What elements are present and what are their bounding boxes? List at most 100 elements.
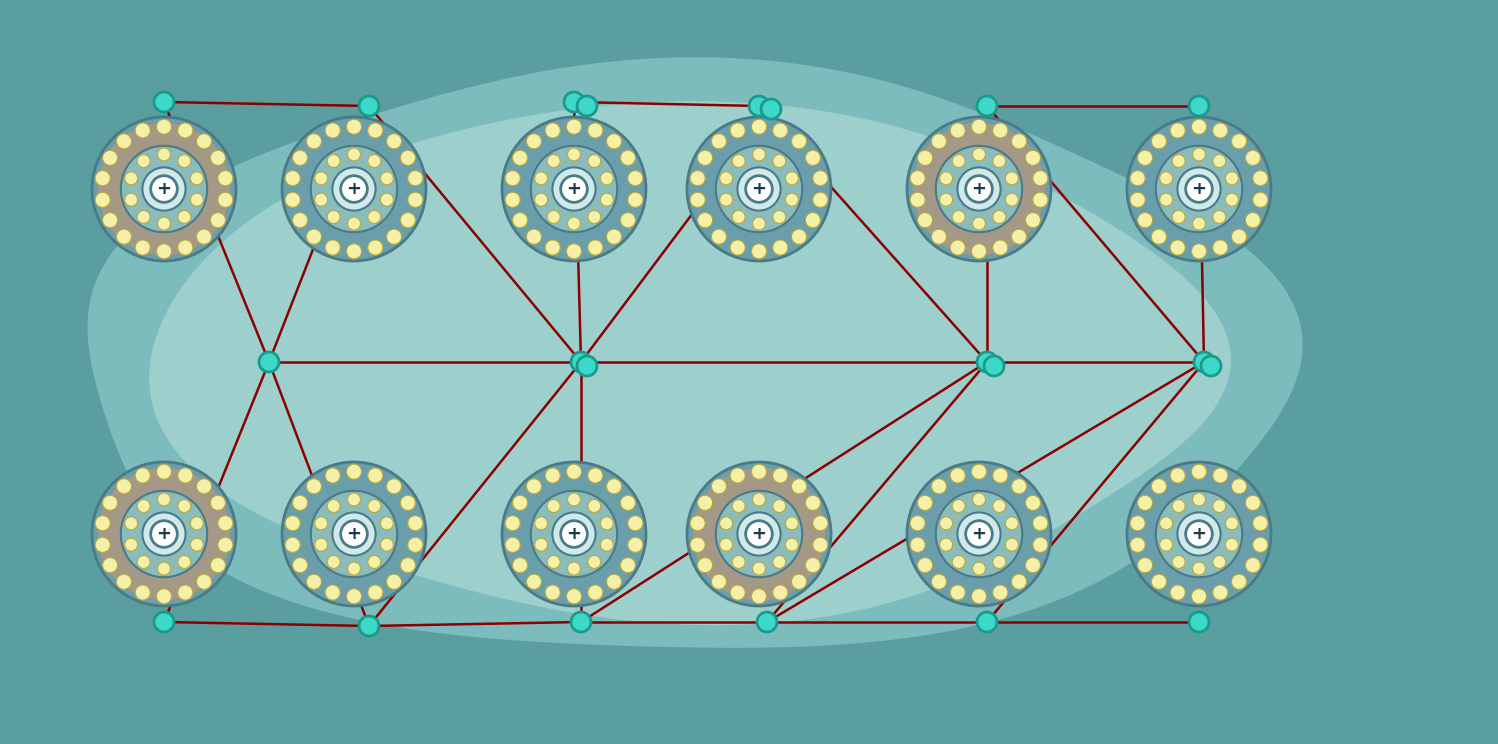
Circle shape bbox=[712, 134, 727, 149]
Circle shape bbox=[102, 557, 118, 573]
Circle shape bbox=[1005, 193, 1019, 206]
Circle shape bbox=[292, 150, 307, 165]
Circle shape bbox=[1025, 150, 1041, 165]
Circle shape bbox=[568, 493, 581, 506]
Circle shape bbox=[911, 516, 926, 530]
Circle shape bbox=[752, 119, 767, 134]
Circle shape bbox=[566, 119, 581, 134]
Circle shape bbox=[386, 229, 401, 244]
Circle shape bbox=[1245, 557, 1260, 573]
Circle shape bbox=[1170, 468, 1185, 483]
Circle shape bbox=[348, 148, 361, 161]
Circle shape bbox=[121, 491, 207, 577]
Circle shape bbox=[972, 148, 986, 161]
Circle shape bbox=[773, 123, 788, 138]
Circle shape bbox=[601, 517, 613, 530]
Circle shape bbox=[325, 123, 340, 138]
Circle shape bbox=[712, 229, 727, 244]
Circle shape bbox=[292, 557, 307, 573]
Circle shape bbox=[737, 167, 780, 211]
Circle shape bbox=[601, 538, 613, 551]
Circle shape bbox=[535, 172, 548, 185]
Circle shape bbox=[977, 352, 998, 372]
Circle shape bbox=[691, 192, 706, 208]
Circle shape bbox=[102, 150, 118, 165]
Circle shape bbox=[1032, 192, 1049, 208]
Circle shape bbox=[950, 240, 965, 255]
Circle shape bbox=[547, 556, 560, 568]
Circle shape bbox=[972, 562, 986, 575]
Circle shape bbox=[1137, 557, 1152, 573]
Circle shape bbox=[939, 538, 953, 551]
Circle shape bbox=[124, 172, 138, 185]
Circle shape bbox=[698, 496, 713, 510]
Circle shape bbox=[1191, 244, 1206, 259]
Circle shape bbox=[688, 462, 831, 606]
Circle shape bbox=[346, 119, 361, 134]
Circle shape bbox=[566, 464, 581, 479]
Circle shape bbox=[993, 585, 1008, 600]
Circle shape bbox=[327, 155, 340, 167]
Circle shape bbox=[1213, 155, 1225, 167]
Circle shape bbox=[911, 170, 926, 186]
Circle shape bbox=[1129, 516, 1146, 530]
Polygon shape bbox=[150, 101, 1231, 625]
Circle shape bbox=[906, 462, 1052, 606]
Circle shape bbox=[607, 134, 622, 149]
Circle shape bbox=[217, 170, 232, 186]
Circle shape bbox=[698, 557, 713, 573]
Circle shape bbox=[785, 538, 798, 551]
Circle shape bbox=[94, 516, 111, 530]
Circle shape bbox=[1159, 172, 1173, 185]
Circle shape bbox=[367, 585, 383, 600]
Circle shape bbox=[135, 585, 150, 600]
Circle shape bbox=[971, 589, 987, 604]
Circle shape bbox=[628, 516, 643, 530]
Circle shape bbox=[327, 211, 340, 223]
Circle shape bbox=[210, 557, 226, 573]
Circle shape bbox=[917, 496, 933, 510]
Circle shape bbox=[1213, 211, 1225, 223]
Circle shape bbox=[917, 150, 933, 165]
Circle shape bbox=[917, 557, 933, 573]
Circle shape bbox=[716, 146, 803, 232]
Text: +: + bbox=[566, 525, 581, 543]
Circle shape bbox=[688, 117, 831, 261]
Text: +: + bbox=[1191, 525, 1206, 543]
Circle shape bbox=[1245, 496, 1260, 510]
Circle shape bbox=[730, 585, 746, 600]
Circle shape bbox=[94, 192, 111, 208]
Circle shape bbox=[571, 352, 592, 372]
Circle shape bbox=[367, 123, 383, 138]
Circle shape bbox=[348, 217, 361, 230]
Circle shape bbox=[285, 192, 300, 208]
Circle shape bbox=[380, 172, 394, 185]
Circle shape bbox=[565, 92, 584, 112]
Circle shape bbox=[210, 496, 226, 510]
Circle shape bbox=[1170, 585, 1185, 600]
Circle shape bbox=[620, 213, 635, 228]
Circle shape bbox=[932, 229, 947, 244]
Circle shape bbox=[553, 167, 596, 211]
Circle shape bbox=[957, 167, 1001, 211]
Circle shape bbox=[178, 556, 190, 568]
Circle shape bbox=[1213, 556, 1225, 568]
Circle shape bbox=[761, 99, 780, 119]
Circle shape bbox=[1231, 229, 1246, 244]
Circle shape bbox=[135, 240, 150, 255]
Circle shape bbox=[547, 155, 560, 167]
Circle shape bbox=[346, 464, 361, 479]
Circle shape bbox=[530, 491, 617, 577]
Circle shape bbox=[117, 229, 132, 244]
Circle shape bbox=[692, 468, 825, 600]
Circle shape bbox=[1191, 589, 1206, 604]
Circle shape bbox=[953, 556, 965, 568]
Circle shape bbox=[773, 499, 786, 513]
Circle shape bbox=[1126, 117, 1270, 261]
Circle shape bbox=[315, 538, 328, 551]
Circle shape bbox=[628, 192, 643, 208]
Circle shape bbox=[502, 117, 646, 261]
Circle shape bbox=[719, 517, 733, 530]
Circle shape bbox=[587, 585, 602, 600]
Circle shape bbox=[950, 585, 965, 600]
